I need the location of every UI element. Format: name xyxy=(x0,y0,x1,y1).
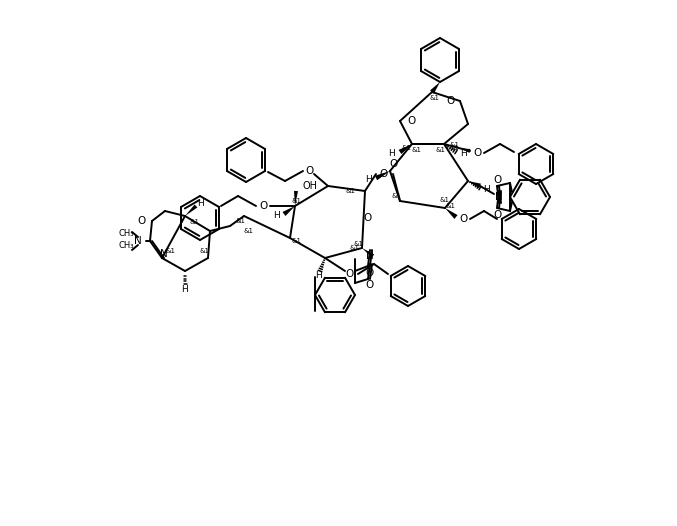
Text: N: N xyxy=(134,236,142,246)
Polygon shape xyxy=(445,208,458,219)
Text: H: H xyxy=(274,211,280,220)
Text: O: O xyxy=(137,216,146,226)
Text: O: O xyxy=(259,201,267,211)
Text: &1: &1 xyxy=(200,248,210,254)
Text: O: O xyxy=(366,268,374,278)
Text: H: H xyxy=(460,149,466,158)
Polygon shape xyxy=(362,248,374,258)
Text: O: O xyxy=(366,280,374,290)
Polygon shape xyxy=(375,171,390,180)
Text: &1: &1 xyxy=(402,145,412,151)
Text: &1: &1 xyxy=(235,218,245,224)
Text: N: N xyxy=(160,249,168,259)
Text: CH₃: CH₃ xyxy=(118,229,134,238)
Text: &1: &1 xyxy=(291,198,301,204)
Text: &1: &1 xyxy=(429,95,439,101)
Polygon shape xyxy=(185,205,197,216)
Text: &1: &1 xyxy=(445,203,455,209)
Polygon shape xyxy=(282,206,295,216)
Text: &1: &1 xyxy=(450,142,460,148)
Text: O: O xyxy=(389,159,397,169)
Text: OH: OH xyxy=(303,181,318,191)
Text: O: O xyxy=(346,269,354,279)
Text: H: H xyxy=(315,271,322,280)
Text: &1: &1 xyxy=(411,147,421,153)
Text: H: H xyxy=(366,176,372,185)
Text: &1: &1 xyxy=(436,147,446,153)
Polygon shape xyxy=(468,181,481,188)
Polygon shape xyxy=(430,82,440,94)
Text: H: H xyxy=(388,149,395,158)
Text: O: O xyxy=(364,213,372,223)
Text: &1: &1 xyxy=(449,145,459,151)
Text: O: O xyxy=(473,148,481,158)
Text: &1: &1 xyxy=(165,248,175,254)
Text: N: N xyxy=(366,251,374,261)
Text: &1: &1 xyxy=(353,241,363,247)
Text: &1: &1 xyxy=(345,188,355,194)
Text: &1: &1 xyxy=(291,238,301,244)
Text: &1: &1 xyxy=(350,245,360,251)
Text: H: H xyxy=(181,285,188,294)
Text: &1: &1 xyxy=(391,193,401,199)
Text: O: O xyxy=(379,169,387,179)
Polygon shape xyxy=(294,191,298,206)
Text: CH₃: CH₃ xyxy=(118,241,134,250)
Text: &1: &1 xyxy=(243,228,253,234)
Text: &1: &1 xyxy=(190,219,200,225)
Text: N: N xyxy=(495,192,503,202)
Text: O: O xyxy=(494,175,502,185)
Polygon shape xyxy=(399,144,412,154)
Text: H: H xyxy=(196,198,203,207)
Text: O: O xyxy=(459,214,467,224)
Text: O: O xyxy=(494,210,502,220)
Polygon shape xyxy=(460,148,471,153)
Text: &1: &1 xyxy=(440,197,450,203)
Text: O: O xyxy=(447,96,455,106)
Text: O: O xyxy=(407,116,415,126)
Text: O: O xyxy=(306,166,314,176)
Text: H: H xyxy=(483,186,489,195)
